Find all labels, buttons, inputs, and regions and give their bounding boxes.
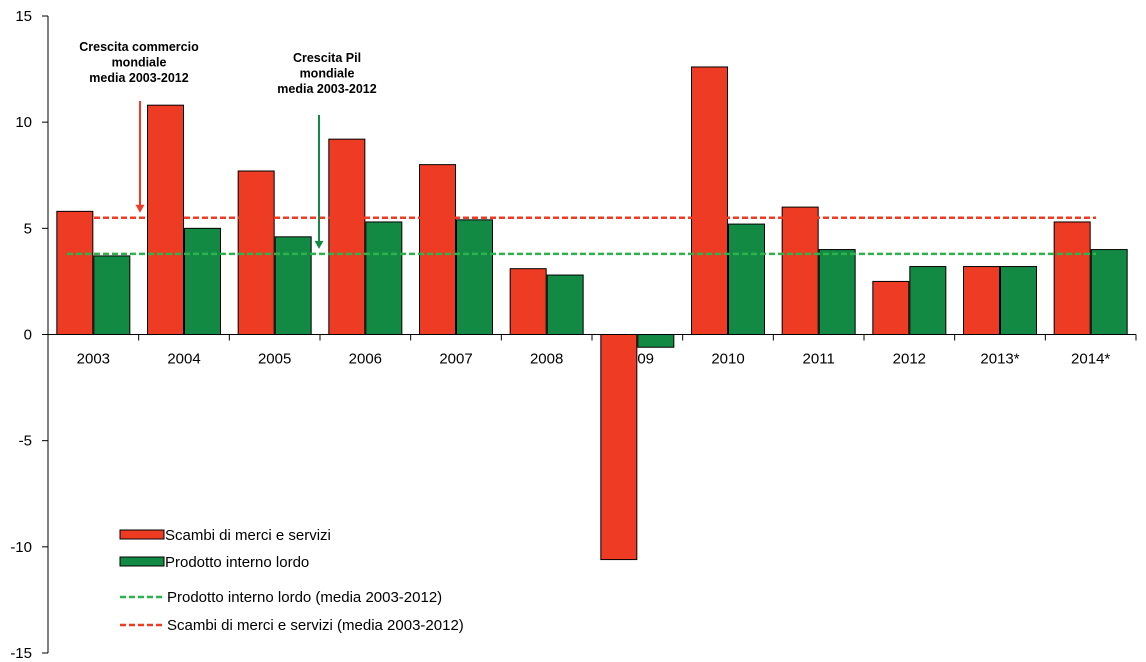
trade-bar: [419, 164, 456, 335]
trade-bar: [600, 334, 638, 561]
legend-swatch: [119, 529, 165, 540]
trade-bar: [691, 66, 728, 336]
annotation-text: mondiale: [112, 56, 167, 70]
x-tick-label: 2005: [258, 351, 291, 368]
annotation-text: Crescita commercio: [79, 40, 199, 54]
legend-label: Prodotto interno lordo: [165, 554, 309, 571]
trade-bar: [872, 280, 910, 335]
gdp-bar: [728, 223, 765, 335]
trade-bar: [1053, 221, 1091, 335]
trade-bar: [328, 138, 366, 335]
axes: 15 10 5 0 -5 -10 -15 2003 2004 2005 2006 2007 2008 20…: [10, 8, 1137, 662]
trade-bar: [509, 268, 547, 335]
y-tick-label: 5: [24, 220, 32, 237]
x-tick-label: 2003: [77, 351, 110, 368]
legend: Scambi di merci e servizi Prodotto intern…: [119, 527, 464, 634]
annotation-text: media 2003-2012: [89, 71, 188, 85]
gdp-bar: [456, 219, 493, 335]
x-tick-label: 2007: [439, 351, 472, 368]
x-tick-label: 2004: [167, 351, 200, 368]
x-tick-label: 2011: [803, 351, 835, 368]
x-tick-label: 2010: [711, 351, 744, 368]
legend-label: Scambi di merci e servizi (media 2003-20…: [167, 617, 464, 634]
trade-bar: [56, 210, 94, 335]
annotation-arrow-head: [314, 240, 324, 249]
annotation-text: mondiale: [300, 67, 355, 81]
gdp-bar: [365, 221, 403, 335]
reference-lines: [67, 216, 1096, 256]
legend-item-gdp-average: Prodotto interno lordo (media 2003-2012): [120, 589, 442, 606]
x-tick-label: 2008: [530, 351, 563, 368]
legend-swatch: [119, 556, 165, 567]
gdp-bar: [274, 236, 312, 335]
trade-bar: [963, 266, 1000, 336]
annotation-arrow-head: [135, 204, 145, 213]
legend-item-trade-average: Scambi di merci e servizi (media 2003-20…: [120, 617, 464, 634]
legend-label: Prodotto interno lordo (media 2003-2012): [167, 589, 442, 606]
legend-label: Scambi di merci e servizi: [165, 527, 331, 544]
legend-item-gdp: Prodotto interno lordo: [119, 554, 309, 571]
annotation-text: media 2003-2012: [277, 82, 376, 96]
x-tick-label: 2013*: [980, 351, 1019, 368]
trade-bar: [147, 104, 184, 336]
x-tick-label: 2006: [349, 351, 382, 368]
x-tick-label: 2012: [893, 351, 926, 368]
y-tick-label: -15: [10, 645, 32, 662]
annotation-text: Crescita Pil: [293, 51, 361, 65]
gdp-bar: [637, 334, 675, 348]
y-tick-label: -10: [10, 539, 32, 556]
trade-bar: [781, 206, 819, 336]
x-tick-label: 2014*: [1071, 351, 1110, 368]
y-tick-label: -5: [19, 433, 32, 450]
gdp-bar: [1000, 266, 1037, 336]
y-tick-label: 0: [24, 327, 32, 344]
gdp-bar: [818, 249, 856, 335]
gdp-bar: [184, 227, 221, 335]
gdp-bar: [93, 255, 131, 335]
y-tick-label: 15: [15, 8, 32, 25]
legend-item-trade: Scambi di merci e servizi: [119, 527, 331, 544]
gdp-bar: [909, 266, 947, 336]
y-tick-label: 10: [15, 114, 32, 131]
bars: [56, 66, 1128, 561]
gdp-bar: [546, 274, 584, 335]
gdp-bar: [1090, 249, 1128, 335]
